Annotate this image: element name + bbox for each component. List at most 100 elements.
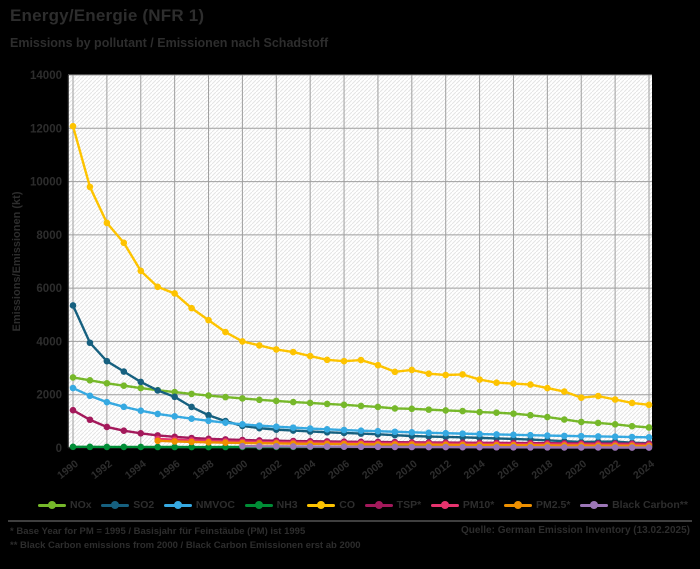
legend-marker-dot — [440, 501, 449, 509]
data-point — [544, 384, 551, 392]
data-point — [645, 424, 653, 431]
data-point — [69, 384, 77, 392]
data-point — [493, 431, 500, 438]
data-point — [205, 411, 212, 419]
data-point — [154, 387, 162, 394]
data-point — [306, 399, 314, 407]
data-point — [442, 371, 450, 379]
data-point — [188, 443, 195, 451]
data-point — [239, 338, 246, 345]
plot-hatch — [68, 75, 652, 448]
data-point — [476, 430, 483, 438]
data-point — [594, 419, 602, 427]
legend-item-NMVOC: NMVOC — [163, 499, 235, 511]
legend-item-NOx: NOx — [38, 499, 92, 511]
data-point — [459, 371, 466, 378]
legend-marker — [430, 501, 459, 509]
data-point — [222, 393, 229, 401]
data-point — [527, 381, 534, 388]
legend-item-SO2: SO2 — [101, 499, 154, 511]
data-point — [628, 433, 636, 441]
data-point — [594, 444, 602, 451]
data-point — [408, 366, 416, 374]
series-Black Carbon** — [239, 442, 653, 451]
data-point — [340, 357, 348, 365]
data-point — [493, 379, 500, 387]
data-point — [340, 401, 348, 409]
data-point — [628, 399, 636, 407]
legend-label: TSP* — [396, 499, 422, 511]
data-point — [527, 444, 534, 451]
data-point — [120, 239, 128, 247]
data-point — [306, 443, 314, 450]
data-point — [560, 416, 568, 423]
gridlines — [68, 74, 652, 448]
legend-item-PM10-: PM10* — [430, 499, 494, 511]
data-point — [476, 443, 483, 451]
data-point — [188, 438, 195, 446]
data-point — [69, 122, 77, 130]
legend-marker — [101, 501, 130, 509]
data-point — [171, 412, 178, 420]
x-tick-label: 1998 — [191, 458, 217, 482]
data-point — [323, 356, 331, 364]
data-point — [374, 443, 382, 451]
data-point — [289, 443, 297, 450]
data-point — [188, 403, 195, 411]
y-tick-label: 0 — [56, 443, 62, 455]
data-point — [222, 328, 229, 336]
data-point — [120, 382, 128, 389]
data-point — [289, 348, 297, 356]
series-NOx — [69, 374, 653, 431]
data-point — [628, 444, 636, 451]
legend-marker-dot — [513, 501, 522, 509]
data-point — [69, 302, 77, 309]
data-point — [137, 378, 145, 386]
data-point — [239, 395, 246, 402]
data-point — [222, 439, 229, 447]
data-point — [628, 422, 636, 430]
source-label: Quelle: German Emission Inventory (13.02… — [461, 525, 690, 536]
x-tick-label: 2022 — [597, 458, 623, 482]
data-point — [357, 443, 365, 451]
data-point — [86, 377, 94, 384]
data-point — [425, 429, 433, 437]
y-tick-label: 8000 — [36, 230, 62, 242]
data-point — [425, 370, 433, 377]
y-tick-label: 6000 — [36, 283, 62, 295]
data-point — [272, 397, 280, 405]
x-tick-label: 2002 — [258, 458, 284, 482]
data-point — [86, 416, 94, 424]
legend-marker — [580, 501, 609, 509]
legend-label: PM2.5* — [535, 499, 571, 511]
data-point — [103, 398, 111, 406]
data-point — [69, 406, 77, 414]
footnotes: * Base Year for PM = 1995 / Basisjahr fü… — [10, 525, 361, 553]
data-point — [137, 407, 145, 415]
data-point — [611, 396, 619, 403]
data-point — [137, 430, 145, 437]
data-point — [256, 342, 263, 349]
legend-label: CO — [339, 499, 356, 511]
data-point — [154, 410, 162, 418]
series-NMVOC — [69, 384, 653, 441]
x-tick-label: 2020 — [563, 458, 589, 482]
y-tick-label: 4000 — [36, 336, 62, 348]
x-tick-label: 1996 — [157, 458, 183, 482]
x-tick-label: 2014 — [462, 458, 488, 482]
data-point — [391, 368, 399, 376]
data-point — [611, 420, 619, 428]
x-tick-label: 1990 — [55, 458, 81, 482]
data-point — [476, 408, 483, 416]
data-point — [256, 396, 263, 404]
x-tick-label: 2000 — [224, 458, 250, 482]
data-point — [425, 443, 433, 451]
data-point — [154, 437, 162, 445]
data-point — [357, 427, 365, 434]
y-tick-label: 14000 — [30, 70, 62, 82]
data-point — [188, 304, 195, 312]
data-point — [120, 427, 128, 434]
data-point — [510, 431, 517, 439]
data-point — [154, 283, 162, 291]
data-point — [560, 444, 568, 451]
